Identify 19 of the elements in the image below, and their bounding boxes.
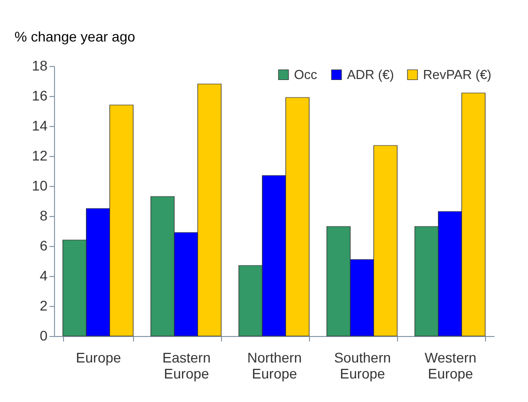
legend-label: RevPAR (€) xyxy=(423,66,492,82)
y-tick-label: 4 xyxy=(40,268,48,284)
x-tick-label: Southern Europe xyxy=(334,350,391,382)
y-tick-label: 18 xyxy=(32,58,48,74)
legend-label: ADR (€) xyxy=(347,66,394,82)
x-tick-label: Europe xyxy=(76,350,122,366)
y-tick-label: 12 xyxy=(32,148,48,164)
y-tick-label: 14 xyxy=(32,118,48,134)
legend-label: Occ xyxy=(294,66,318,82)
x-tick-label: Western Europe xyxy=(424,350,476,382)
y-tick-label: 8 xyxy=(40,208,48,224)
x-tick-label: Eastern Europe xyxy=(162,350,211,382)
y-tick-label: 0 xyxy=(40,328,48,344)
y-tick-label: 10 xyxy=(32,178,48,194)
x-tick-label: Northern Europe xyxy=(247,350,302,382)
y-tick-label: 6 xyxy=(40,238,48,254)
y-tick-label: 16 xyxy=(32,88,48,104)
y-axis-title: % change year ago xyxy=(14,28,136,44)
y-tick-label: 2 xyxy=(40,298,48,314)
